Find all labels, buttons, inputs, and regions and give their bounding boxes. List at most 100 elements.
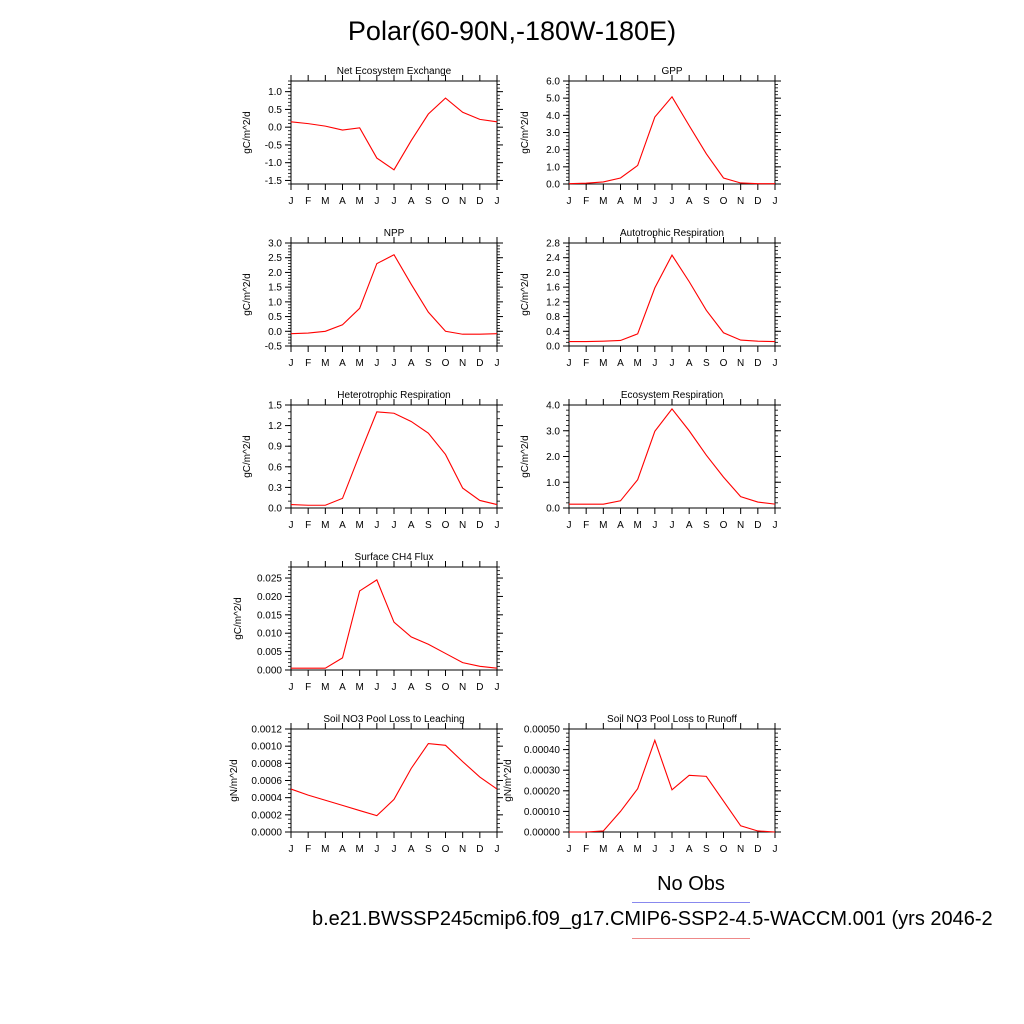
x-tick-label: F: [305, 196, 311, 207]
x-tick-label: A: [408, 196, 415, 207]
x-tick-label: J: [289, 196, 294, 207]
panel-frame: [290, 242, 498, 347]
y-tick-label: 5.0: [546, 94, 560, 105]
x-tick-label: M: [599, 844, 607, 855]
y-axis-label: gC/m^2/d: [520, 435, 531, 478]
x-tick-label: M: [355, 520, 363, 531]
x-tick-label: J: [652, 844, 657, 855]
panel-title: Ecosystem Respiration: [621, 390, 723, 401]
legend-model-label: b.e21.BWSSP245cmip6.f09_g17.CMIP6-SSP2-4…: [312, 908, 993, 930]
panel-title: Soil NO3 Pool Loss to Runoff: [607, 714, 737, 725]
x-tick-label: N: [459, 844, 466, 855]
y-tick-label: 1.2: [546, 297, 560, 308]
y-tick-label: 0.0: [546, 342, 560, 353]
x-tick-label: M: [355, 196, 363, 207]
x-tick-label: J: [392, 844, 397, 855]
series-line: [290, 97, 498, 171]
x-tick-label: A: [339, 844, 346, 855]
x-tick-label: A: [339, 682, 346, 693]
y-tick-label: -0.5: [265, 140, 283, 151]
x-tick-label: J: [670, 520, 675, 531]
x-tick-label: J: [374, 844, 379, 855]
y-tick-label: 0.00010: [524, 807, 561, 818]
panel-5: Heterotrophic Respiration gC/m^2/d 1.5 1.2 0…: [242, 390, 503, 531]
panel-frame: [568, 242, 776, 347]
x-tick-label: F: [583, 520, 589, 531]
x-tick-label: S: [703, 844, 710, 855]
panel-frame: [568, 404, 776, 509]
x-tick-label: J: [374, 358, 379, 369]
x-tick-label: J: [289, 358, 294, 369]
x-tick-label: N: [737, 844, 744, 855]
y-tick-label: 0.8: [546, 312, 560, 323]
y-axis-label: gC/m^2/d: [242, 435, 253, 478]
y-tick-label: 0.6: [268, 462, 282, 473]
x-tick-label: J: [652, 358, 657, 369]
y-tick-label: 2.0: [546, 268, 560, 279]
panel-title: Net Ecosystem Exchange: [337, 66, 452, 77]
x-tick-label: J: [392, 682, 397, 693]
panel-frame: [290, 80, 498, 185]
x-tick-label: M: [633, 520, 641, 531]
y-tick-label: 2.8: [546, 239, 560, 250]
x-tick-label: M: [599, 520, 607, 531]
series-line: [569, 738, 776, 833]
y-tick-label: -1.5: [265, 176, 283, 187]
x-tick-label: N: [737, 358, 744, 369]
y-tick-label: 0.5: [268, 312, 282, 323]
y-tick-label: 2.4: [546, 253, 560, 264]
y-axis-label: gC/m^2/d: [520, 273, 531, 316]
x-tick-label: A: [686, 844, 693, 855]
x-tick-label: J: [567, 844, 572, 855]
x-tick-label: S: [425, 520, 432, 531]
panel-title: Soil NO3 Pool Loss to Leaching: [323, 714, 464, 725]
x-tick-label: D: [476, 682, 483, 693]
x-tick-label: J: [495, 844, 500, 855]
y-tick-label: 0.015: [257, 610, 282, 621]
x-tick-label: O: [442, 844, 450, 855]
panel-7: Surface CH4 Flux gC/m^2/d 0.025 0.020 0.015 0…: [233, 552, 503, 693]
x-tick-label: J: [289, 520, 294, 531]
y-tick-label: 2.0: [546, 145, 560, 156]
y-tick-label: 0.025: [257, 574, 282, 585]
x-tick-label: A: [408, 844, 415, 855]
x-tick-label: J: [392, 520, 397, 531]
x-tick-label: J: [289, 844, 294, 855]
y-tick-label: 2.5: [268, 253, 282, 264]
series-line: [568, 95, 775, 185]
x-tick-label: J: [670, 358, 675, 369]
x-tick-label: M: [599, 358, 607, 369]
x-tick-label: S: [703, 196, 710, 207]
x-tick-label: M: [321, 358, 329, 369]
x-tick-label: J: [495, 682, 500, 693]
x-tick-label: D: [476, 844, 483, 855]
x-tick-label: A: [617, 196, 624, 207]
x-tick-label: D: [754, 358, 761, 369]
y-tick-label: 0.005: [257, 647, 282, 658]
x-tick-label: N: [459, 358, 466, 369]
x-tick-label: N: [737, 196, 744, 207]
x-tick-label: N: [459, 520, 466, 531]
x-tick-label: F: [305, 358, 311, 369]
x-tick-label: A: [408, 682, 415, 693]
x-tick-label: F: [305, 844, 311, 855]
x-tick-label: A: [339, 358, 346, 369]
y-tick-label: 0.0: [268, 123, 282, 134]
x-tick-label: D: [754, 520, 761, 531]
x-tick-label: A: [408, 520, 415, 531]
x-tick-label: M: [355, 844, 363, 855]
y-axis-label: gC/m^2/d: [242, 273, 253, 316]
y-axis-label: gN/m^2/d: [229, 759, 240, 802]
x-tick-label: A: [686, 358, 693, 369]
x-tick-label: J: [392, 358, 397, 369]
x-tick-label: M: [599, 196, 607, 207]
y-tick-label: 1.0: [268, 297, 282, 308]
x-tick-label: J: [374, 196, 379, 207]
x-tick-label: M: [321, 520, 329, 531]
y-tick-label: 0.0: [546, 504, 560, 515]
y-tick-label: 3.0: [546, 426, 560, 437]
y-tick-label: 1.0: [546, 478, 560, 489]
x-tick-label: J: [495, 520, 500, 531]
y-tick-label: 1.0: [268, 87, 282, 98]
